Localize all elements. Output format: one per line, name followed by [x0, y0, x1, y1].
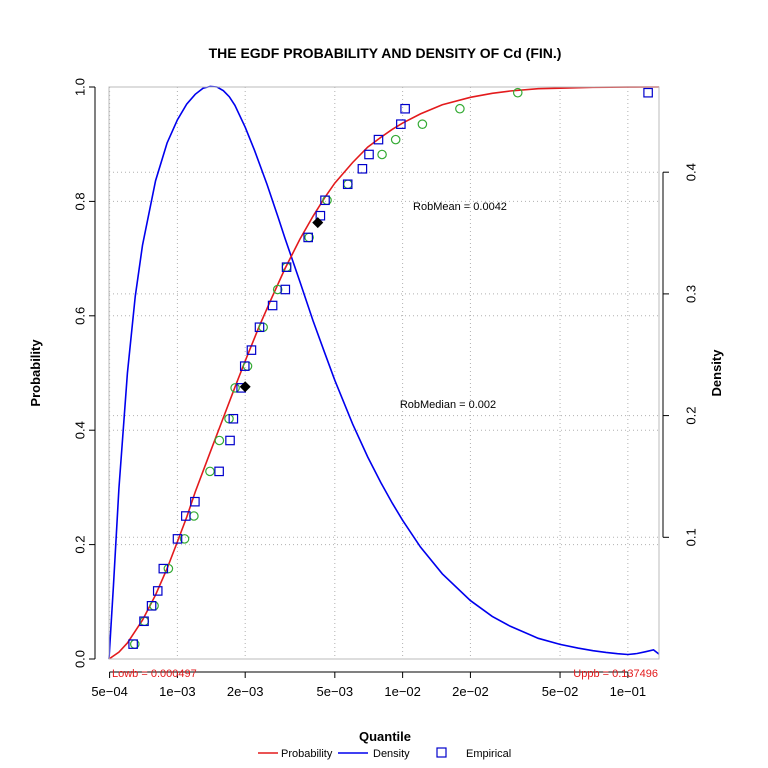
y2-tick-label: 0.1	[683, 528, 698, 546]
legend: Probability Density Empirical	[258, 747, 511, 760]
empirical-point	[643, 87, 653, 98]
empirical-point	[400, 103, 410, 114]
y2-axis: 0.1 0.2 0.3 0.4	[662, 163, 698, 546]
grid-lines	[109, 86, 659, 660]
empirical-point	[190, 496, 200, 507]
legend-empirical-swatch	[436, 747, 447, 758]
empirical-point	[396, 119, 406, 129]
fitted-point	[179, 534, 190, 544]
empirical-point	[303, 232, 313, 243]
x-tick-label: 2e−02	[452, 684, 489, 699]
plot-frame	[108, 86, 660, 660]
fitted-point	[455, 103, 465, 114]
fitted-point	[377, 149, 387, 160]
empirical-point	[281, 262, 292, 272]
empirical-point	[128, 639, 138, 649]
fitted-point	[242, 361, 253, 371]
fitted-point	[163, 563, 174, 574]
y-tick-label: 0.6	[72, 307, 87, 325]
robmean-annotation: RobMean = 0.0042	[413, 201, 507, 213]
x-tick-label: 1e−01	[610, 684, 647, 699]
fitted-point	[390, 134, 401, 145]
y2-tick-label: 0.4	[683, 163, 698, 181]
density-curve	[108, 85, 660, 660]
y-tick-label: 0.8	[72, 192, 87, 210]
fitted-point	[512, 87, 523, 98]
empirical-point	[239, 361, 250, 371]
empirical-point	[152, 586, 163, 596]
y-tick-label: 0.0	[72, 650, 87, 668]
y2-axis-label: Density	[709, 349, 724, 397]
chart-title: THE EGDF PROBABILITY AND DENSITY OF Cd (…	[209, 45, 562, 61]
empirical-point	[172, 534, 183, 544]
empirical-point	[342, 179, 353, 190]
empirical-point	[181, 511, 191, 521]
empirical-point	[225, 435, 235, 446]
fitted-point	[417, 119, 428, 129]
upper-bound-label: Uppb = 0.137496	[573, 668, 658, 680]
empirical-point	[139, 616, 149, 627]
fitted-point	[322, 195, 332, 206]
fitted-point	[205, 466, 215, 477]
y-axis: 0.0 0.2 0.4 0.6 0.8 1.0	[72, 78, 96, 668]
empirical-point	[158, 563, 169, 574]
fitted-point	[230, 383, 240, 393]
x-axis-label: Quantile	[359, 729, 411, 744]
y-tick-label: 1.0	[72, 78, 87, 96]
y2-tick-label: 0.2	[683, 407, 698, 425]
empirical-point	[214, 466, 224, 477]
x-tick-label: 5e−02	[542, 684, 579, 699]
empirical-point	[364, 149, 374, 160]
fitted-point	[149, 601, 159, 611]
y2-tick-label: 0.3	[683, 285, 698, 303]
plot-area	[108, 85, 660, 660]
x-tick-label: 5e−04	[91, 684, 128, 699]
robust-estimate-point	[312, 217, 324, 229]
legend-probability-label: Probability	[281, 748, 333, 760]
empirical-point	[357, 163, 368, 174]
empirical-point	[246, 345, 257, 355]
empirical-point	[267, 300, 278, 311]
empirical-points	[128, 87, 653, 649]
fitted-point	[214, 435, 225, 446]
x-tick-label: 5e−03	[317, 684, 354, 699]
x-tick-label: 1e−03	[159, 684, 196, 699]
empirical-point	[228, 413, 239, 424]
y-tick-label: 0.4	[72, 421, 87, 439]
x-axis: 5e−04 1e−03 2e−03 5e−03 1e−02 2e−02 5e−02 1e−01	[91, 671, 647, 699]
empirical-point	[320, 195, 330, 206]
robust-estimate-points	[239, 217, 324, 393]
legend-empirical-label: Empirical	[466, 748, 511, 760]
robust-estimate-point	[239, 381, 251, 393]
y-tick-label: 0.2	[72, 536, 87, 554]
empirical-point	[146, 601, 157, 611]
empirical-point	[373, 134, 384, 145]
fitted-point	[272, 284, 283, 295]
y-axis-label: Probability	[28, 339, 43, 407]
fitted-point	[343, 179, 353, 190]
x-tick-label: 2e−03	[227, 684, 264, 699]
robmedian-annotation: RobMedian = 0.002	[400, 399, 496, 411]
probability-curve	[108, 86, 660, 660]
fitted-point	[189, 511, 199, 521]
legend-density-label: Density	[373, 748, 410, 760]
empirical-point	[280, 284, 291, 295]
x-tick-label: 1e−02	[384, 684, 421, 699]
empirical-point	[254, 322, 265, 333]
lower-bound-label: Lowb = 0.000497	[112, 668, 197, 680]
